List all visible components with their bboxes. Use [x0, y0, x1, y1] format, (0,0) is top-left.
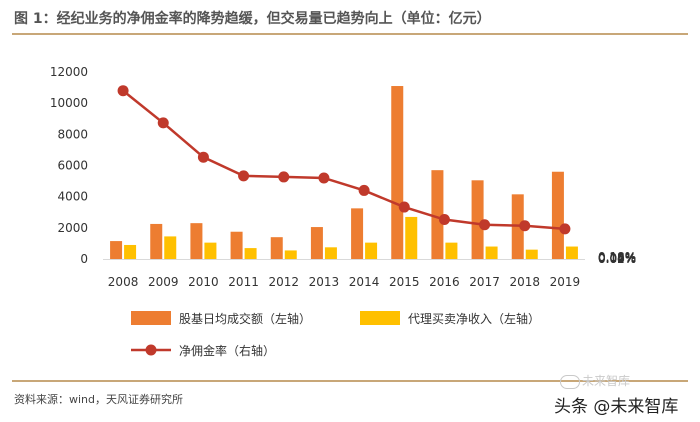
combo-chart: 0 2000 4000 6000 8000 10000 12000 0.00%0.02%0.0… [50, 65, 636, 358]
bar-turnover-2012 [270, 237, 283, 259]
right-axis-tick-label: 0.02% [598, 252, 636, 266]
right-axis-tick-label: 0.12% [598, 251, 636, 265]
x-axis-tick-label: 2014 [349, 275, 380, 289]
point-rate-2008 [117, 85, 129, 97]
figure-title: 图 1：经纪业务的净佣金率的降势趋缓，但交易量已趋势向上（单位：亿元） [14, 11, 491, 27]
bar-turnover-2013 [310, 227, 323, 259]
right-axis-tick-label: 0.10% [598, 251, 636, 265]
point-rate-2012 [278, 171, 290, 183]
left-axis-tick-label: 10000 [50, 96, 88, 110]
bar-turnover-2009 [150, 223, 163, 259]
x-axis-tick-label: 2017 [469, 275, 500, 289]
source-divider [12, 380, 688, 382]
x-axis-tick-label: 2013 [309, 275, 340, 289]
left-axis-tick-label: 0 [80, 252, 88, 266]
x-axis-tick-label: 2009 [148, 275, 179, 289]
x-axis-tick-label: 2015 [389, 275, 420, 289]
title-divider [12, 33, 688, 35]
bar-turnover-2019 [551, 171, 564, 259]
point-rate-2016 [438, 214, 450, 226]
bar-commission-2010 [204, 242, 217, 259]
x-axis-tick-label: 2008 [108, 275, 139, 289]
bar-commission-2013 [324, 247, 337, 259]
point-rate-2015 [398, 201, 410, 213]
watermark-logo-text: 未来智库 [582, 374, 631, 388]
right-axis-tick-label: 0.14% [598, 251, 636, 265]
left-axis-tick-label: 2000 [57, 221, 88, 235]
x-axis-tick-label: 2012 [268, 275, 299, 289]
x-axis-tick-label: 2010 [188, 275, 219, 289]
bar-commission-2019 [565, 246, 578, 259]
left-axis-tick-label: 6000 [57, 159, 88, 173]
right-axis-tick-label: 0.18% [598, 250, 636, 264]
point-rate-2011 [238, 170, 250, 182]
bar-turnover-2017 [471, 180, 484, 259]
right-axis-tick-label: 0.00% [598, 252, 636, 266]
left-axis-tick-label: 4000 [57, 190, 88, 204]
x-axis-tick-label: 2018 [509, 275, 540, 289]
bar-turnover-2008 [110, 241, 123, 259]
point-rate-2019 [559, 223, 571, 235]
bar-commission-2008 [124, 244, 137, 259]
bar-commission-2011 [244, 248, 257, 259]
point-rate-2009 [157, 117, 169, 129]
legend-swatch-rate-marker [145, 344, 157, 356]
wechat-icon [560, 374, 580, 389]
right-axis-tick-label: 0.16% [598, 250, 636, 264]
x-axis-tick-label: 2011 [228, 275, 259, 289]
bar-turnover-2014 [351, 208, 364, 259]
x-axis-tick-label: 2016 [429, 275, 460, 289]
left-axis-tick-label: 8000 [57, 127, 88, 141]
bar-commission-2017 [485, 246, 498, 259]
legend-label-commission: 代理买卖净收入（左轴） [408, 311, 540, 326]
bar-commission-2015 [405, 216, 418, 259]
source-note: 资料来源：wind，天风证券研究所 [14, 393, 184, 406]
line-commission-rate [122, 89, 566, 231]
bar-turnover-2015 [391, 86, 404, 260]
legend-label-rate: 净佣金率（右轴） [179, 343, 275, 358]
point-rate-2017 [479, 219, 491, 231]
bar-turnover-2010 [190, 223, 203, 259]
point-rate-2018 [519, 220, 531, 232]
watermark-text: 头条 @未来智库 [554, 397, 679, 417]
point-rate-2010 [197, 151, 209, 163]
legend-label-turnover: 股基日均成交额（左轴） [179, 311, 311, 326]
right-axis-tick-label: 0.04% [598, 252, 636, 266]
bar-commission-2018 [525, 249, 538, 259]
legend-swatch-commission [360, 311, 400, 325]
bar-commission-2014 [365, 242, 378, 259]
bar-turnover-2016 [431, 170, 444, 259]
right-axis-tick-label: 0.08% [598, 251, 636, 265]
x-axis-tick-label: 2019 [550, 275, 581, 289]
bar-commission-2012 [284, 250, 297, 259]
right-axis-tick-label: 0.06% [598, 251, 636, 265]
legend-swatch-turnover [131, 311, 171, 325]
left-axis-tick-label: 12000 [50, 65, 88, 79]
watermark-logo: 未来智库 [560, 372, 630, 389]
bar-commission-2016 [445, 242, 458, 259]
bar-commission-2009 [164, 236, 177, 259]
point-rate-2013 [318, 172, 330, 184]
bar-turnover-2011 [230, 231, 243, 259]
point-rate-2014 [358, 184, 370, 196]
